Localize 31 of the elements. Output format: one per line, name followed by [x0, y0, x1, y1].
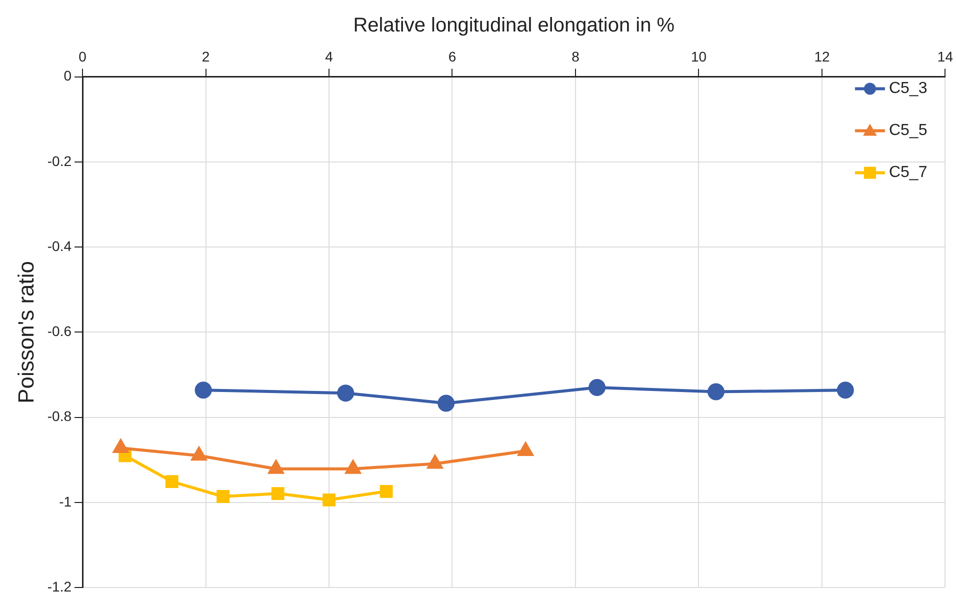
y-tick-label: -1 [59, 493, 72, 510]
point [322, 493, 336, 506]
y-tick-label: -0.2 [47, 152, 72, 169]
x-tick-label: 10 [690, 48, 707, 64]
point [165, 475, 178, 488]
x-tick-label: 6 [448, 48, 456, 64]
x-axis-title: Relative longitudinal elongation in % [353, 14, 675, 37]
y-tick-label: 0 [64, 68, 72, 84]
legend-label: C5_3 [888, 80, 928, 98]
x-tick-label: 8 [572, 48, 580, 64]
y-tick-label: -0.4 [47, 238, 72, 254]
y-axis-title: Poisson's ratio [13, 261, 38, 404]
y-tick-label: -0.8 [47, 408, 72, 424]
point [707, 383, 724, 400]
point [194, 382, 212, 399]
x-tick-label: 2 [202, 48, 210, 64]
point [836, 382, 854, 399]
y-tick-label: -0.6 [47, 323, 72, 340]
x-tick-label: 12 [814, 48, 830, 64]
legend-label: C5_7 [888, 164, 928, 182]
x-tick-label: 14 [937, 48, 954, 64]
point [216, 490, 230, 503]
y-tick-label: -1.2 [47, 578, 72, 594]
x-tick-label: 4 [325, 48, 334, 64]
point [438, 394, 455, 412]
x-tick-label: 0 [78, 48, 87, 64]
point [271, 487, 284, 500]
legend-label: C5_5 [888, 122, 928, 140]
point [380, 484, 393, 498]
point [588, 379, 606, 396]
point [337, 384, 354, 402]
